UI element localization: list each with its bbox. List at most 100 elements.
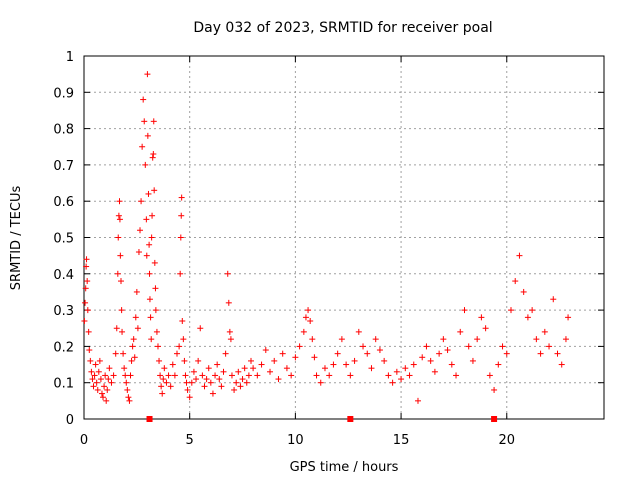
data-point — [302, 314, 309, 321]
data-point — [275, 376, 282, 383]
data-point — [330, 361, 337, 368]
data-point — [499, 343, 506, 350]
data-point — [135, 249, 142, 256]
data-point — [113, 325, 120, 332]
data-point — [347, 372, 354, 379]
data-point — [247, 357, 254, 364]
data-point — [117, 252, 124, 259]
data-point — [116, 216, 123, 223]
data-point — [132, 314, 139, 321]
data-point — [482, 325, 489, 332]
data-point — [154, 343, 161, 350]
data-point — [360, 343, 367, 350]
y-axis-label: SRMTID / TECUs — [9, 186, 24, 291]
data-point — [115, 234, 122, 241]
data-point — [85, 328, 92, 335]
data-point — [133, 288, 140, 295]
data-point — [150, 151, 157, 158]
data-point — [119, 328, 126, 335]
data-point — [389, 379, 396, 386]
data-point — [146, 296, 153, 303]
data-point — [180, 336, 187, 343]
data-point — [145, 190, 152, 197]
data-point — [546, 343, 553, 350]
data-point — [134, 325, 141, 332]
data-point — [225, 299, 232, 306]
data-point — [177, 270, 184, 277]
axis-marker — [347, 416, 354, 422]
x-axis: 0 5 10 15 20 — [80, 56, 515, 448]
data-point — [220, 368, 227, 375]
data-point — [385, 372, 392, 379]
data-point — [288, 372, 295, 379]
y-tick-label: 0.5 — [53, 232, 74, 247]
data-point — [90, 383, 97, 390]
data-point — [351, 357, 358, 364]
data-point — [444, 347, 451, 354]
grid-lines — [84, 56, 604, 419]
data-point — [209, 390, 216, 397]
data-point — [147, 314, 154, 321]
data-point — [448, 361, 455, 368]
data-point — [151, 187, 158, 194]
data-point — [237, 383, 244, 390]
data-point — [565, 314, 572, 321]
data-point — [128, 357, 135, 364]
data-point — [311, 354, 318, 361]
data-point — [127, 372, 134, 379]
data-point — [457, 328, 464, 335]
x-tick-label: 0 — [80, 433, 88, 448]
data-point — [414, 397, 421, 404]
data-point — [427, 357, 434, 364]
data-point — [224, 270, 231, 277]
data-point — [262, 347, 269, 354]
data-point — [82, 299, 89, 306]
data-point — [153, 328, 160, 335]
data-point — [227, 336, 234, 343]
data-point — [406, 372, 413, 379]
data-point — [393, 368, 400, 375]
data-point — [440, 336, 447, 343]
data-point — [110, 372, 117, 379]
data-point — [218, 383, 225, 390]
x-tick-label: 15 — [393, 433, 410, 448]
data-point — [148, 234, 155, 241]
data-point — [106, 365, 113, 372]
data-point — [100, 394, 107, 401]
data-point — [402, 365, 409, 372]
data-point — [453, 372, 460, 379]
data-point — [461, 307, 468, 314]
data-point — [171, 372, 178, 379]
data-point — [233, 379, 240, 386]
data-point — [126, 397, 133, 404]
y-tick-label: 0.8 — [53, 123, 74, 138]
data-point — [554, 350, 561, 357]
data-point — [95, 368, 102, 375]
y-axis: 0 0.1 0.2 0.3 0.4 0.5 0.6 0.7 0.8 0.9 1 — [53, 50, 604, 428]
data-point — [104, 386, 111, 393]
data-point — [201, 383, 208, 390]
data-point — [87, 357, 94, 364]
data-point — [82, 285, 89, 292]
data-point — [307, 317, 314, 324]
y-tick-label: 0.6 — [53, 195, 74, 210]
data-point — [186, 394, 193, 401]
data-point — [243, 379, 250, 386]
data-point — [474, 336, 481, 343]
data-point — [144, 71, 151, 78]
data-point — [97, 376, 104, 383]
data-point — [141, 118, 148, 125]
data-point — [131, 354, 138, 361]
data-point — [178, 194, 185, 201]
data-point — [368, 365, 375, 372]
data-point — [491, 386, 498, 393]
data-point — [524, 314, 531, 321]
data-point — [143, 216, 150, 223]
data-point — [436, 350, 443, 357]
data-point — [91, 372, 98, 379]
data-point — [520, 288, 527, 295]
data-point — [271, 357, 278, 364]
data-point — [125, 394, 132, 401]
data-point — [184, 386, 191, 393]
